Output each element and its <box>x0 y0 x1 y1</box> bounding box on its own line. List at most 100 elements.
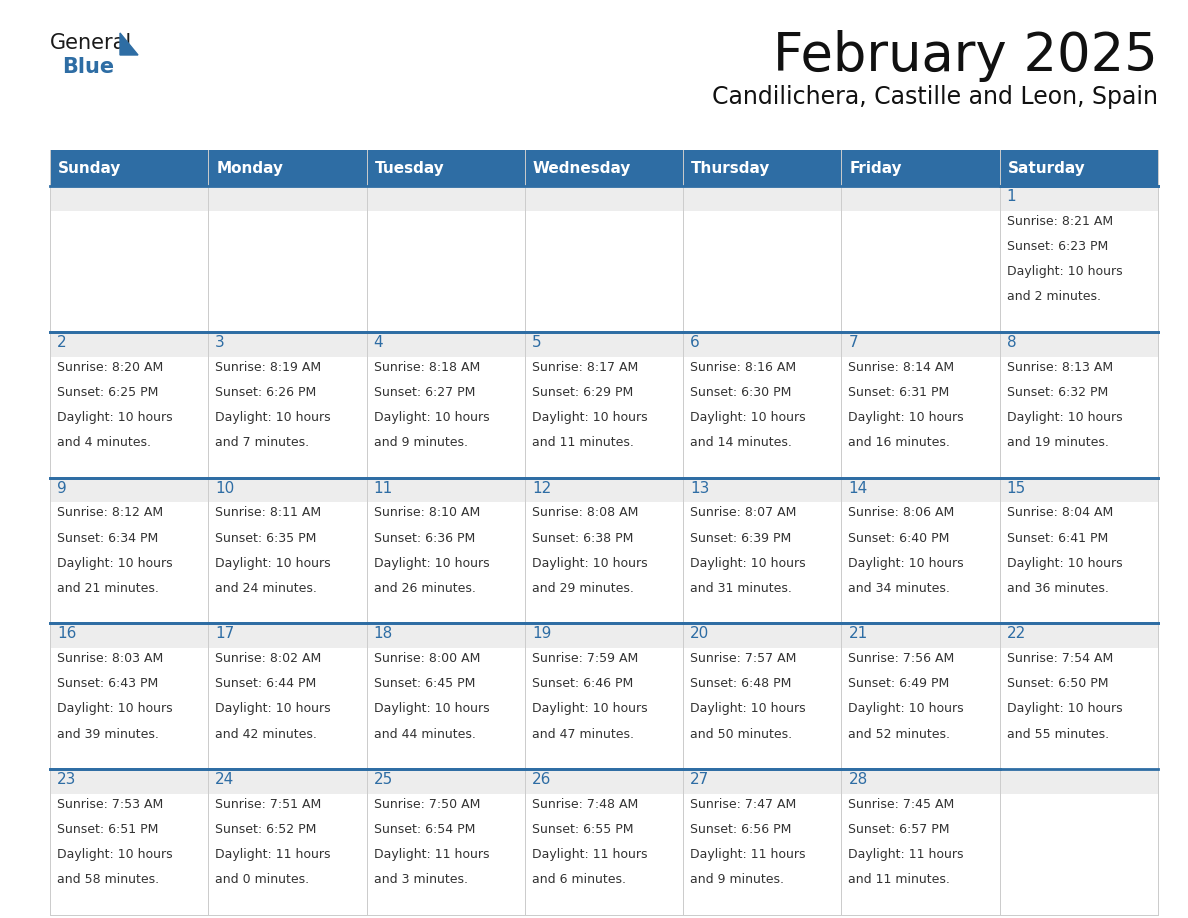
Text: Daylight: 10 hours: Daylight: 10 hours <box>848 411 963 424</box>
Bar <box>208 769 367 794</box>
Text: Sunset: 6:41 PM: Sunset: 6:41 PM <box>1006 532 1108 544</box>
Text: Sunset: 6:29 PM: Sunset: 6:29 PM <box>532 386 633 398</box>
Bar <box>208 186 367 211</box>
Text: and 39 minutes.: and 39 minutes. <box>57 728 159 741</box>
Text: Sunrise: 7:47 AM: Sunrise: 7:47 AM <box>690 798 796 811</box>
Bar <box>683 477 841 502</box>
Text: Daylight: 10 hours: Daylight: 10 hours <box>57 702 172 715</box>
Text: Wednesday: Wednesday <box>533 161 631 175</box>
Bar <box>208 623 367 769</box>
Bar <box>50 150 1158 186</box>
Text: Daylight: 10 hours: Daylight: 10 hours <box>1006 265 1123 278</box>
Text: Sunrise: 8:02 AM: Sunrise: 8:02 AM <box>215 652 322 666</box>
Text: and 36 minutes.: and 36 minutes. <box>1006 582 1108 595</box>
Text: 14: 14 <box>848 481 867 496</box>
Text: Sunrise: 7:59 AM: Sunrise: 7:59 AM <box>532 652 638 666</box>
Bar <box>1000 769 1158 794</box>
Text: Sunrise: 8:20 AM: Sunrise: 8:20 AM <box>57 361 163 374</box>
Bar <box>525 623 683 648</box>
Text: Daylight: 10 hours: Daylight: 10 hours <box>373 556 489 569</box>
Bar <box>841 331 1000 356</box>
Text: Daylight: 10 hours: Daylight: 10 hours <box>1006 411 1123 424</box>
Bar <box>1000 623 1158 648</box>
Bar <box>367 623 525 648</box>
Bar <box>1000 331 1158 477</box>
Text: and 0 minutes.: and 0 minutes. <box>215 873 309 886</box>
Text: Sunset: 6:56 PM: Sunset: 6:56 PM <box>690 823 791 836</box>
Bar <box>841 331 1000 477</box>
Bar <box>841 623 1000 648</box>
Text: 5: 5 <box>532 335 542 350</box>
Text: Sunset: 6:51 PM: Sunset: 6:51 PM <box>57 823 158 836</box>
Text: Daylight: 11 hours: Daylight: 11 hours <box>848 848 963 861</box>
Text: Sunset: 6:48 PM: Sunset: 6:48 PM <box>690 677 791 690</box>
Text: 7: 7 <box>848 335 858 350</box>
Text: Sunrise: 7:50 AM: Sunrise: 7:50 AM <box>373 798 480 811</box>
Text: and 7 minutes.: and 7 minutes. <box>215 436 309 449</box>
Bar <box>683 186 841 331</box>
Text: 25: 25 <box>373 772 393 788</box>
Text: Sunrise: 7:57 AM: Sunrise: 7:57 AM <box>690 652 796 666</box>
Text: Daylight: 10 hours: Daylight: 10 hours <box>1006 702 1123 715</box>
Bar <box>50 186 208 211</box>
Bar <box>1000 477 1158 502</box>
Text: 9: 9 <box>57 481 67 496</box>
Text: 24: 24 <box>215 772 234 788</box>
Bar <box>50 623 208 769</box>
Text: 20: 20 <box>690 626 709 642</box>
Text: Daylight: 10 hours: Daylight: 10 hours <box>215 556 331 569</box>
Text: Sunset: 6:43 PM: Sunset: 6:43 PM <box>57 677 158 690</box>
Bar <box>525 477 683 623</box>
Text: Thursday: Thursday <box>691 161 771 175</box>
Bar <box>50 623 208 648</box>
Bar <box>367 477 525 623</box>
Text: Sunset: 6:55 PM: Sunset: 6:55 PM <box>532 823 633 836</box>
Text: and 50 minutes.: and 50 minutes. <box>690 728 792 741</box>
Bar <box>50 769 208 915</box>
Text: Sunrise: 8:18 AM: Sunrise: 8:18 AM <box>373 361 480 374</box>
Text: Sunrise: 8:21 AM: Sunrise: 8:21 AM <box>1006 215 1113 228</box>
Text: and 9 minutes.: and 9 minutes. <box>373 436 468 449</box>
Text: Sunrise: 8:06 AM: Sunrise: 8:06 AM <box>848 507 955 520</box>
Text: Daylight: 10 hours: Daylight: 10 hours <box>373 702 489 715</box>
Text: Daylight: 10 hours: Daylight: 10 hours <box>57 411 172 424</box>
Bar <box>841 477 1000 623</box>
Text: Sunset: 6:40 PM: Sunset: 6:40 PM <box>848 532 949 544</box>
Text: and 3 minutes.: and 3 minutes. <box>373 873 468 886</box>
Text: Sunset: 6:31 PM: Sunset: 6:31 PM <box>848 386 949 398</box>
Text: 23: 23 <box>57 772 76 788</box>
Text: and 55 minutes.: and 55 minutes. <box>1006 728 1108 741</box>
Text: Daylight: 10 hours: Daylight: 10 hours <box>373 411 489 424</box>
Bar <box>841 769 1000 915</box>
Text: and 11 minutes.: and 11 minutes. <box>532 436 633 449</box>
Text: Sunset: 6:45 PM: Sunset: 6:45 PM <box>373 677 475 690</box>
Text: 22: 22 <box>1006 626 1026 642</box>
Text: Sunrise: 7:54 AM: Sunrise: 7:54 AM <box>1006 652 1113 666</box>
Text: Sunrise: 8:11 AM: Sunrise: 8:11 AM <box>215 507 322 520</box>
Text: Daylight: 10 hours: Daylight: 10 hours <box>690 556 805 569</box>
Bar <box>841 623 1000 769</box>
Text: 15: 15 <box>1006 481 1026 496</box>
Text: 10: 10 <box>215 481 234 496</box>
Text: and 29 minutes.: and 29 minutes. <box>532 582 633 595</box>
Text: Saturday: Saturday <box>1007 161 1086 175</box>
Bar <box>683 477 841 623</box>
Bar <box>50 477 208 623</box>
Text: Sunrise: 8:16 AM: Sunrise: 8:16 AM <box>690 361 796 374</box>
Bar <box>525 331 683 477</box>
Text: Daylight: 10 hours: Daylight: 10 hours <box>57 556 172 569</box>
Text: Sunday: Sunday <box>58 161 121 175</box>
Bar <box>367 186 525 211</box>
Bar <box>367 477 525 502</box>
Text: Tuesday: Tuesday <box>374 161 444 175</box>
Text: Sunset: 6:50 PM: Sunset: 6:50 PM <box>1006 677 1108 690</box>
Text: and 6 minutes.: and 6 minutes. <box>532 873 626 886</box>
Text: Sunset: 6:54 PM: Sunset: 6:54 PM <box>373 823 475 836</box>
Text: Sunset: 6:23 PM: Sunset: 6:23 PM <box>1006 240 1108 252</box>
Text: 2: 2 <box>57 335 67 350</box>
Text: Sunrise: 7:56 AM: Sunrise: 7:56 AM <box>848 652 955 666</box>
Bar <box>841 477 1000 502</box>
Text: Sunrise: 8:10 AM: Sunrise: 8:10 AM <box>373 507 480 520</box>
Bar <box>367 769 525 794</box>
Text: Sunrise: 8:07 AM: Sunrise: 8:07 AM <box>690 507 796 520</box>
